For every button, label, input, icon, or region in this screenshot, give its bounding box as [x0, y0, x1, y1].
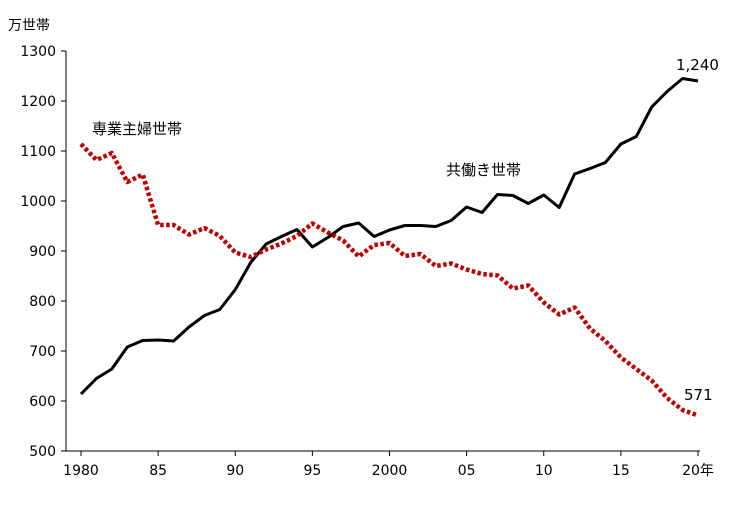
end-value-label-dual-income: 1,240 — [676, 56, 719, 74]
series-label-dual-income: 共働き世帯 — [446, 161, 521, 179]
x-tick-label: 2000 — [372, 463, 408, 479]
series-line-housewife — [79, 142, 699, 418]
y-tick-label: 500 — [29, 444, 56, 460]
y-tick-label: 1200 — [20, 94, 56, 110]
y-tick-label: 800 — [29, 294, 56, 310]
x-tick-label: 85 — [149, 463, 167, 479]
series-line-dual-income — [79, 77, 699, 396]
x-tick-label: 20年 — [682, 463, 714, 479]
y-axis-unit-label: 万世帯 — [8, 18, 50, 34]
y-tick-label: 700 — [29, 344, 56, 360]
x-tick-label: 95 — [303, 463, 321, 479]
y-tick-label: 600 — [29, 394, 56, 410]
x-tick-label: 90 — [226, 463, 244, 479]
y-tick-label: 1100 — [20, 144, 56, 160]
series-layer — [79, 77, 699, 418]
x-tick-label: 1980 — [63, 463, 99, 479]
x-tick-label: 05 — [458, 463, 476, 479]
y-tick-label: 1000 — [20, 194, 56, 210]
y-tick-label: 1300 — [20, 44, 56, 60]
y-tick-label: 900 — [29, 244, 56, 260]
y-axis: 500 600 700 800 900 1000 1100 1200 1300 — [20, 44, 67, 460]
end-value-label-housewife: 571 — [684, 386, 713, 404]
x-tick-label: 10 — [535, 463, 553, 479]
series-label-housewife: 専業主婦世帯 — [92, 120, 182, 138]
x-tick-label: 15 — [612, 463, 630, 479]
x-axis: 1980 85 90 95 2000 05 10 15 20年 — [63, 450, 714, 479]
